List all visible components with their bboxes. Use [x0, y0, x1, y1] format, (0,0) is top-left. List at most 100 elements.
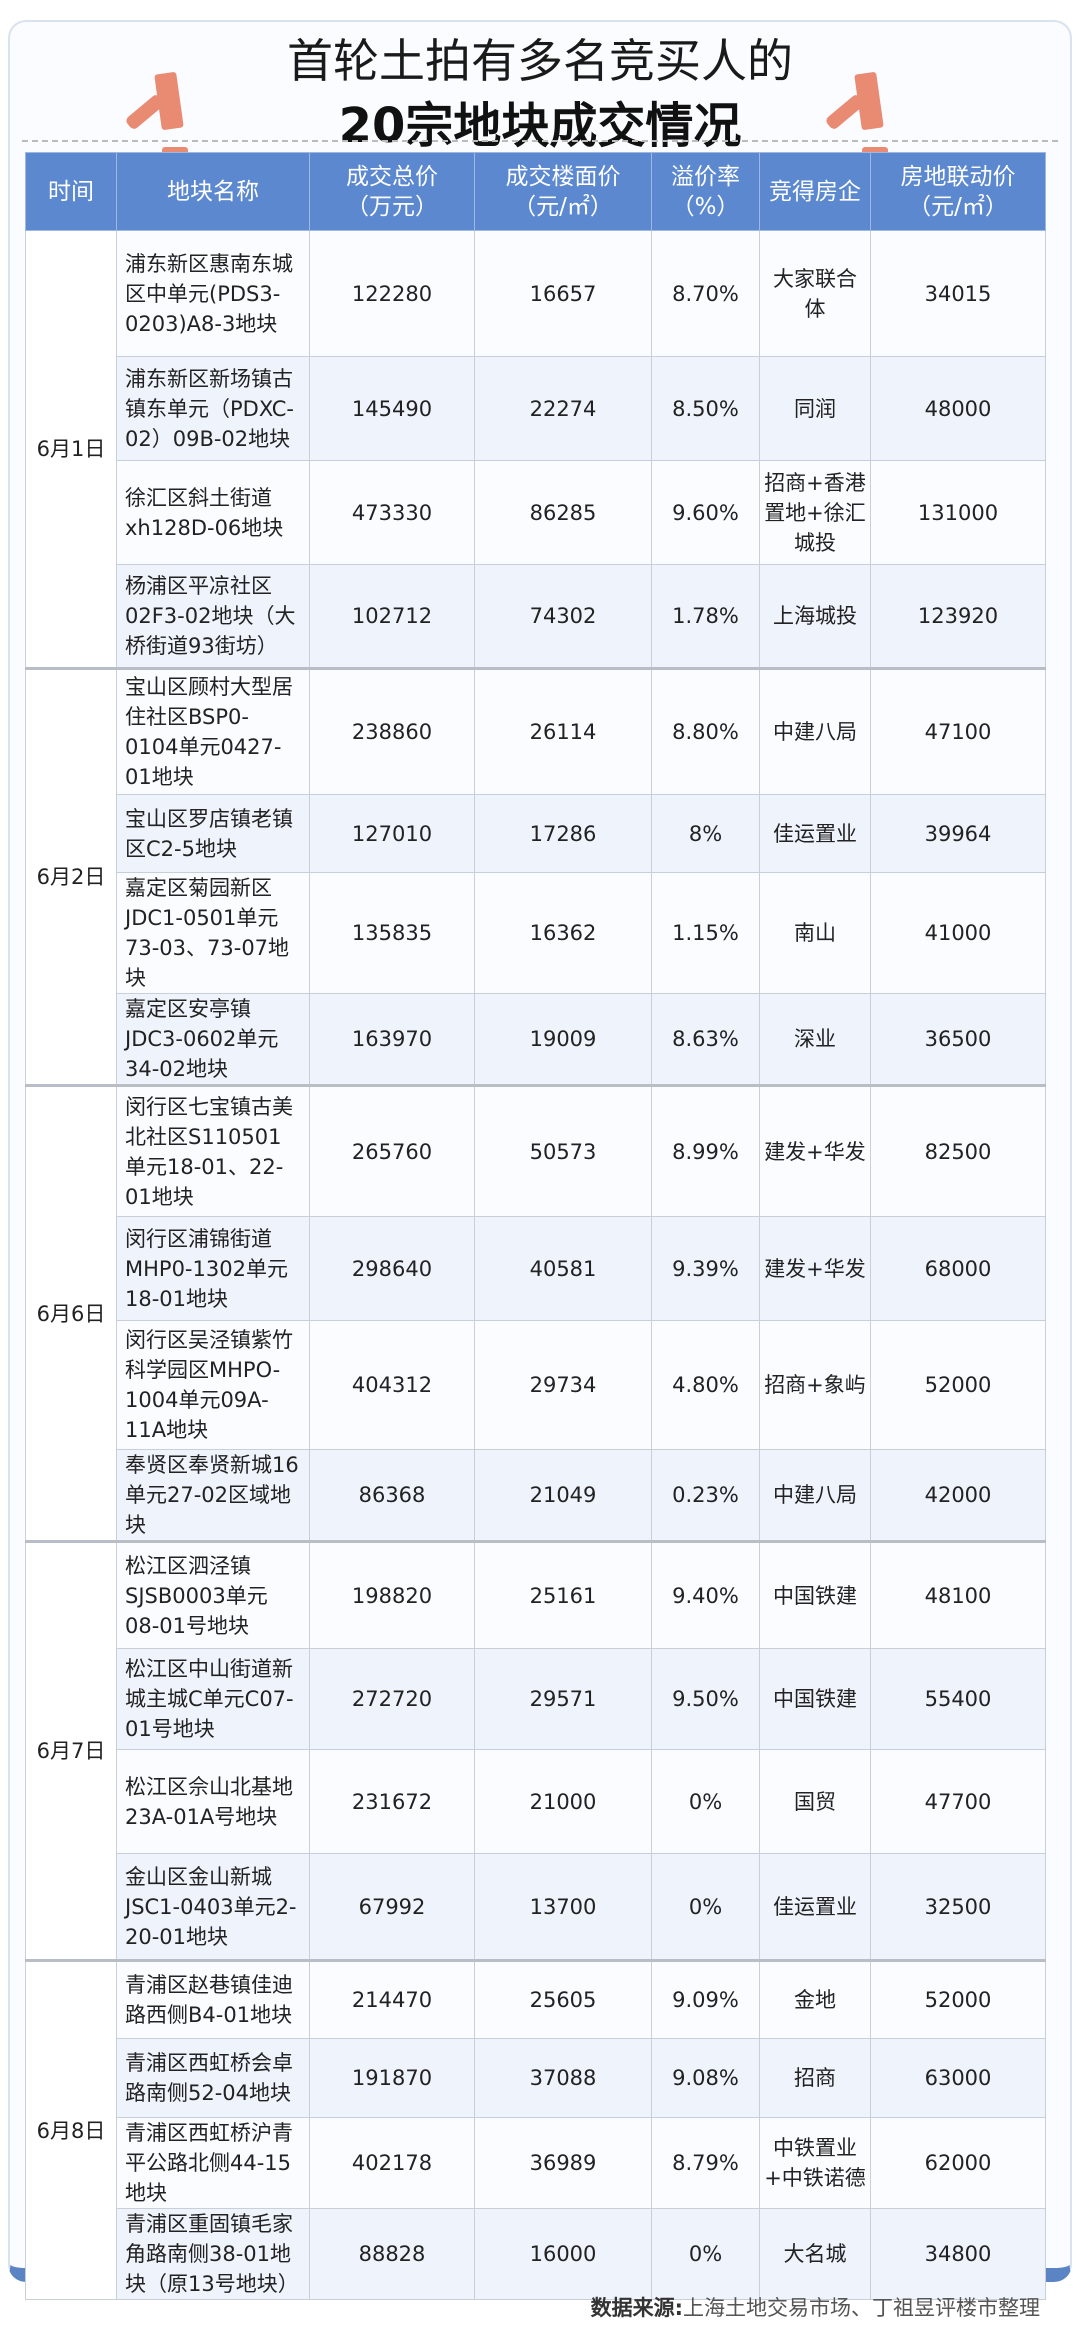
floor-price-cell: 74302: [474, 564, 652, 669]
floor-price-cell: 13700: [474, 1853, 652, 1961]
winner-cell: 中国铁建: [759, 1648, 871, 1750]
table-row: 青浦区西虹桥会卓路南侧52-04地块 191870 37088 9.08% 招商 6300…: [26, 2038, 1046, 2118]
table-row: 闵行区吴泾镇紫竹科学园区MHPO-1004单元09A-11A地块 404312 29…: [26, 1320, 1046, 1450]
table-header: 时间 地块名称 成交总价 （万元） 成交楼面价 （元/㎡） 溢价率 （%） 竞得房企 房地联…: [25, 152, 1046, 231]
linked-price-cell: 55400: [870, 1648, 1046, 1750]
date-cell: 6月6日: [25, 1084, 117, 1542]
floor-price-cell: 16657: [474, 230, 652, 357]
premium-rate-cell: 8.79%: [651, 2117, 760, 2209]
premium-rate-cell: 0%: [651, 1853, 760, 1961]
linked-price-cell: 63000: [870, 2038, 1046, 2118]
floor-price-cell: 37088: [474, 2038, 652, 2118]
winner-cell: 南山: [759, 872, 871, 994]
floor-price-cell: 36989: [474, 2117, 652, 2209]
winner-cell: 中国铁建: [759, 1540, 871, 1649]
floor-price-cell: 86285: [474, 460, 652, 565]
premium-rate-cell: 8.99%: [651, 1084, 760, 1217]
table-row: 松江区中山街道新城主城C单元C07-01号地块 272720 29571 9.50% 中…: [26, 1648, 1046, 1750]
floor-price-cell: 40581: [474, 1216, 652, 1321]
column-header: 房地联动价 （元/㎡）: [870, 152, 1046, 231]
date-cell: 6月7日: [25, 1540, 117, 1961]
premium-rate-cell: 8.63%: [651, 993, 760, 1086]
premium-rate-cell: 9.09%: [651, 1959, 760, 2039]
linked-price-cell: 52000: [870, 1320, 1046, 1450]
linked-price-cell: 82500: [870, 1084, 1046, 1217]
linked-price-cell: 123920: [870, 564, 1046, 669]
floor-price-cell: 25161: [474, 1540, 652, 1649]
total-price-cell: 272720: [309, 1648, 475, 1750]
floor-price-cell: 19009: [474, 993, 652, 1086]
premium-rate-cell: 8.80%: [651, 667, 760, 795]
column-header: 竞得房企: [759, 152, 871, 231]
linked-price-cell: 47700: [870, 1749, 1046, 1854]
total-price-cell: 298640: [309, 1216, 475, 1321]
total-price-cell: 214470: [309, 1959, 475, 2039]
column-header: 地块名称: [116, 152, 310, 231]
land-deals-table: 时间 地块名称 成交总价 （万元） 成交楼面价 （元/㎡） 溢价率 （%） 竞得房企 房地联…: [25, 152, 1046, 2300]
table-row: 金山区金山新城JSC1-0403单元2-20-01地块 67992 13700 0% 佳…: [26, 1853, 1046, 1961]
plot-name-cell: 宝山区顾村大型居住社区BSP0-0104单元0427-01地块: [116, 667, 310, 795]
premium-rate-cell: 9.40%: [651, 1540, 760, 1649]
winner-cell: 建发+华发: [759, 1216, 871, 1321]
linked-price-cell: 47100: [870, 667, 1046, 795]
data-source: 数据来源:上海土地交易市场、丁祖昱评楼市整理: [590, 2296, 1040, 2320]
floor-price-cell: 25605: [474, 1959, 652, 2039]
plot-name-cell: 青浦区西虹桥沪青平公路北侧44-15地块: [116, 2117, 310, 2209]
page-title: 首轮土拍有多名竞买人的 20宗地块成交情况: [287, 34, 793, 154]
linked-price-cell: 41000: [870, 872, 1046, 994]
floor-price-cell: 29571: [474, 1648, 652, 1750]
table-row: 6月7日 松江区泗泾镇SJSB0003单元08-01号地块 198820 25161 9…: [25, 1540, 1046, 1961]
premium-rate-cell: 4.80%: [651, 1320, 760, 1450]
linked-price-cell: 32500: [870, 1853, 1046, 1961]
linked-price-cell: 52000: [870, 1959, 1046, 2039]
plot-name-cell: 松江区佘山北基地23A-01A号地块: [116, 1749, 310, 1854]
winner-cell: 佳运置业: [759, 1853, 871, 1961]
plot-name-cell: 浦东新区新场镇古镇东单元（PDXC-02）09B-02地块: [116, 356, 310, 461]
linked-price-cell: 48100: [870, 1540, 1046, 1649]
divider: [22, 140, 1058, 142]
plot-name-cell: 青浦区西虹桥会卓路南侧52-04地块: [116, 2038, 310, 2118]
premium-rate-cell: 8.50%: [651, 356, 760, 461]
total-price-cell: 404312: [309, 1320, 475, 1450]
table-row: 浦东新区新场镇古镇东单元（PDXC-02）09B-02地块 145490 22274…: [26, 356, 1046, 461]
table-row: 宝山区罗店镇老镇区C2-5地块 127010 17286 8% 佳运置业 39964: [26, 794, 1046, 873]
plot-name-cell: 宝山区罗店镇老镇区C2-5地块: [116, 794, 310, 873]
column-header: 成交总价 （万元）: [309, 152, 475, 231]
column-header: 时间: [25, 152, 117, 231]
floor-price-cell: 21000: [474, 1749, 652, 1854]
table-row: 松江区佘山北基地23A-01A号地块 231672 21000 0% 国贸 47700: [26, 1749, 1046, 1854]
winner-cell: 同润: [759, 356, 871, 461]
premium-rate-cell: 1.78%: [651, 564, 760, 669]
floor-price-cell: 16000: [474, 2208, 652, 2300]
column-header: 成交楼面价 （元/㎡）: [474, 152, 652, 231]
plot-name-cell: 杨浦区平凉社区02F3-02地块（大桥街道93街坊）: [116, 564, 310, 669]
linked-price-cell: 131000: [870, 460, 1046, 565]
total-price-cell: 473330: [309, 460, 475, 565]
winner-cell: 大名城: [759, 2208, 871, 2300]
floor-price-cell: 26114: [474, 667, 652, 795]
winner-cell: 深业: [759, 993, 871, 1086]
plot-name-cell: 闵行区吴泾镇紫竹科学园区MHPO-1004单元09A-11A地块: [116, 1320, 310, 1450]
floor-price-cell: 50573: [474, 1084, 652, 1217]
winner-cell: 上海城投: [759, 564, 871, 669]
table-row: 6月2日 宝山区顾村大型居住社区BSP0-0104单元0427-01地块 23886…: [25, 667, 1046, 1086]
premium-rate-cell: 0%: [651, 1749, 760, 1854]
premium-rate-cell: 8.70%: [651, 230, 760, 357]
total-price-cell: 402178: [309, 2117, 475, 2209]
total-price-cell: 88828: [309, 2208, 475, 2300]
winner-cell: 中建八局: [759, 1449, 871, 1542]
premium-rate-cell: 9.60%: [651, 460, 760, 565]
floor-price-cell: 22274: [474, 356, 652, 461]
winner-cell: 建发+华发: [759, 1084, 871, 1217]
plot-name-cell: 闵行区七宝镇古美北社区S110501单元18-01、22-01地块: [116, 1084, 310, 1217]
floor-price-cell: 17286: [474, 794, 652, 873]
table-row: 6月8日 青浦区赵巷镇佳迪路西侧B4-01地块 214470 25605 9.09% 金地…: [25, 1959, 1046, 2300]
column-header: 溢价率 （%）: [651, 152, 760, 231]
winner-cell: 招商+象屿: [759, 1320, 871, 1450]
total-price-cell: 127010: [309, 794, 475, 873]
plot-name-cell: 嘉定区菊园新区JDC1-0501单元73-03、73-07地块: [116, 872, 310, 994]
total-price-cell: 102712: [309, 564, 475, 669]
table-row: 6月1日 浦东新区惠南东城区中单元(PDS3-0203)A8-3地块 122280 1…: [25, 230, 1046, 669]
plot-name-cell: 松江区泗泾镇SJSB0003单元08-01号地块: [116, 1540, 310, 1649]
premium-rate-cell: 0.23%: [651, 1449, 760, 1542]
